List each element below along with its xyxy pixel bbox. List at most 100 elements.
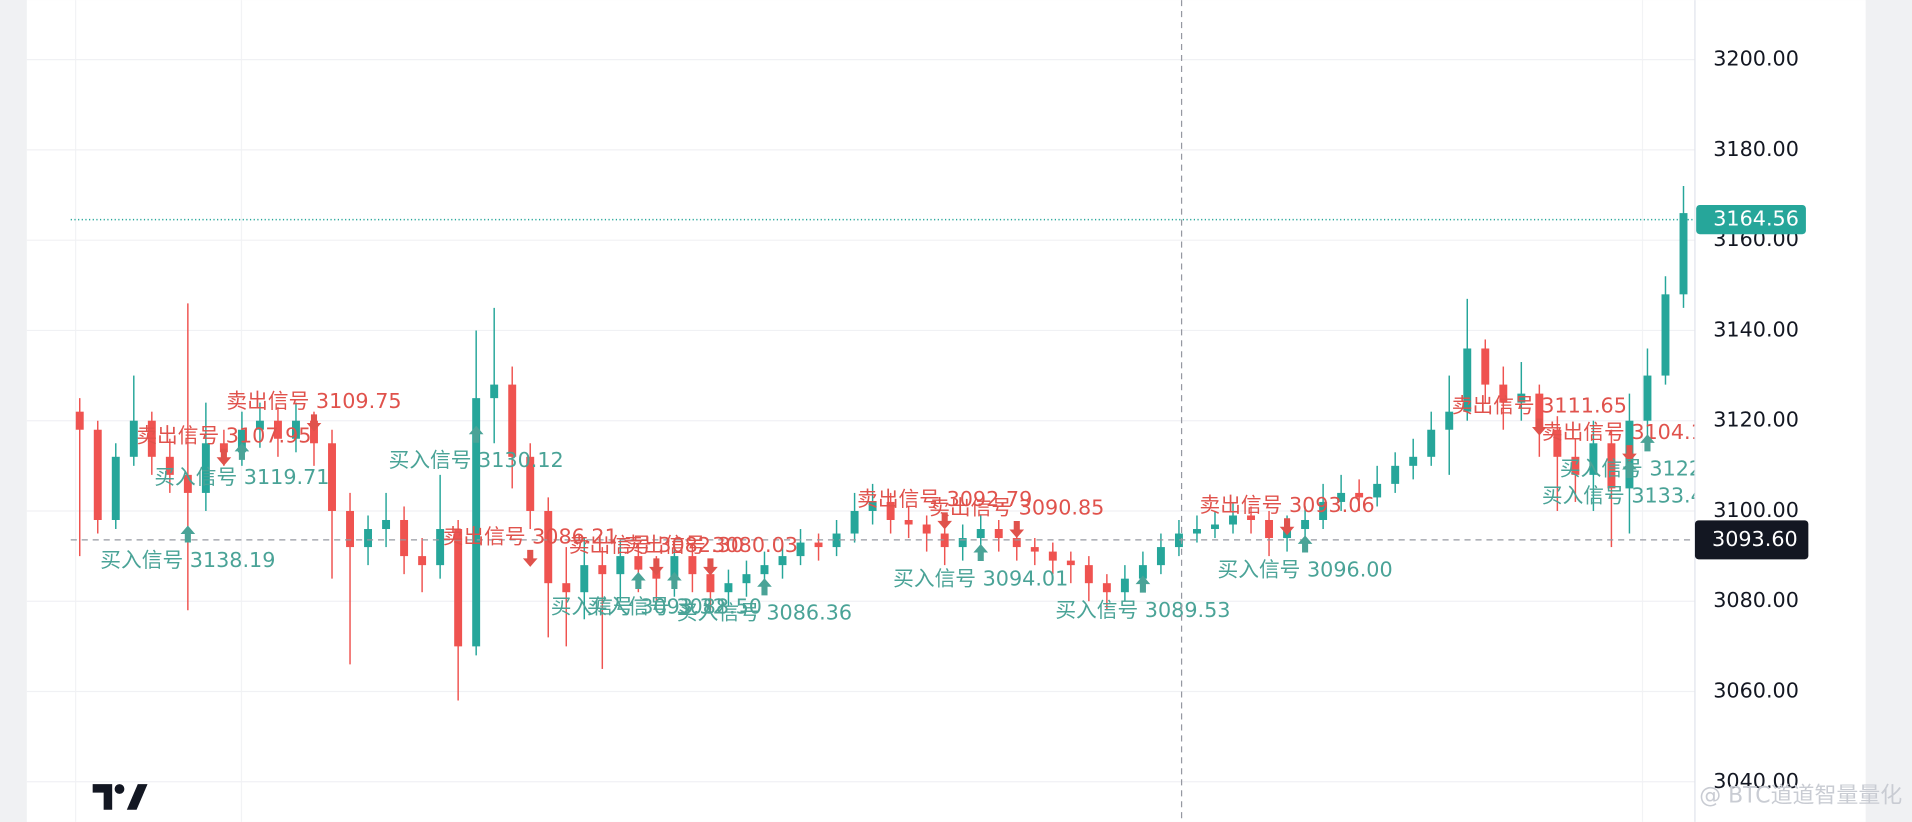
candle-body [292,420,300,439]
candle-body [183,474,192,493]
y-tick-label: 3080.00 [1713,588,1799,612]
sell-arrow [216,448,232,466]
buy-label: 买入信号 3133.48 [1542,483,1717,507]
buy-arrow [1297,535,1313,553]
candle-body [796,542,805,557]
candle-body [1679,213,1688,295]
sell-label: 卖出信号 3080.03 [623,533,798,557]
candle-body [994,529,1003,539]
candle-body [1337,492,1346,502]
candle-body [75,411,84,430]
candle-body [237,429,246,453]
candle-body [706,574,715,593]
candle-body [1445,411,1454,430]
candle-body [1481,348,1490,385]
logo-slash [126,784,148,810]
grid [26,59,1695,783]
candle-body [1463,348,1472,412]
candle-body [1319,501,1328,520]
candle-body [165,456,174,475]
candle-body [1012,538,1021,548]
candle-body [1517,393,1526,403]
y-tick-label: 3100.00 [1713,498,1799,522]
buy-label: 买入信号 3130.12 [389,448,564,472]
candle-body [1048,551,1057,561]
candle-body [814,542,823,548]
candle-body [976,529,985,539]
buy-label: 买入信号 3138.19 [100,548,275,572]
candle-body [508,384,517,457]
candle-body [922,524,931,534]
candle-body [850,510,859,534]
candle-body [670,556,679,579]
buy-label: 买入信号 3093.32 [551,594,726,618]
candle-body [886,501,895,520]
buy-arrow [180,525,196,543]
candle-body [1607,443,1616,489]
candle-body [958,538,967,548]
buy-label: 买入信号 3094.01 [893,566,1068,590]
buy-arrow [1622,460,1637,478]
y-tick-label: 3200.00 [1713,47,1799,71]
candle-body [490,384,499,399]
candle-body [580,565,589,593]
y-tick-label: 3140.00 [1713,317,1799,341]
buy-label: 买入信号 3096.00 [1218,558,1393,582]
candle-body [544,510,553,584]
candle-body [634,556,643,570]
buy-arrow [468,425,484,443]
last-price-tag [1696,204,1806,235]
candle-body [1409,456,1418,466]
candle-body [940,533,949,548]
candle-body [1156,547,1165,566]
candle-body [1120,578,1129,593]
candle-body [1391,465,1400,484]
candle-body [1102,583,1111,593]
candle-body [1211,524,1219,530]
candle-body [1174,533,1183,548]
candle-body [1193,529,1201,534]
sell-label: 卖出信号 3093.06 [1199,493,1374,517]
candle-body [472,398,481,647]
candle-body [111,456,120,520]
candle-body [1138,565,1147,579]
candle-body [201,443,210,493]
candle-body [832,533,841,548]
sell-label: 卖出信号 3086.21 [443,525,618,549]
candle-body [93,429,102,520]
crosshair-price-label: 3093.60 [1712,527,1798,551]
candle-body [1535,393,1544,430]
sell-label: 卖出信号 3111.65 [1452,393,1627,417]
buy-arrow [1640,434,1655,452]
candle-body [688,556,697,575]
candle-body [1265,519,1274,539]
candle-body [219,443,228,453]
sell-arrow [1279,518,1295,536]
candle-body [382,519,391,530]
sell-arrow [1622,445,1637,463]
candle-body [255,420,264,430]
buy-arrow [973,543,989,562]
candle-body [310,420,318,444]
y-tick-label: 3040.00 [1713,769,1799,793]
buy-label: 买入信号 3122.95 [1560,457,1735,481]
sell-label: 卖出信号 3107.95 [136,424,311,448]
watermark: @ BTC道道智量量化 [1699,783,1902,808]
logo-dot [114,784,125,794]
chart-background [26,0,1866,822]
y-tick-label: 3060.00 [1713,679,1799,703]
candle-body [1301,519,1310,530]
sell-label: 卖出信号 3109.75 [226,389,401,413]
candle-body [400,519,409,557]
candle-body [129,420,138,457]
candle-body [1373,483,1382,498]
candle-body [1247,515,1255,520]
candle-body [1427,429,1436,457]
candle-body [1499,384,1508,403]
candle-body [364,529,373,548]
price-axis: 3040.00 3060.00 3080.00 3100.00 3120.00 3140.… [1694,47,1809,793]
